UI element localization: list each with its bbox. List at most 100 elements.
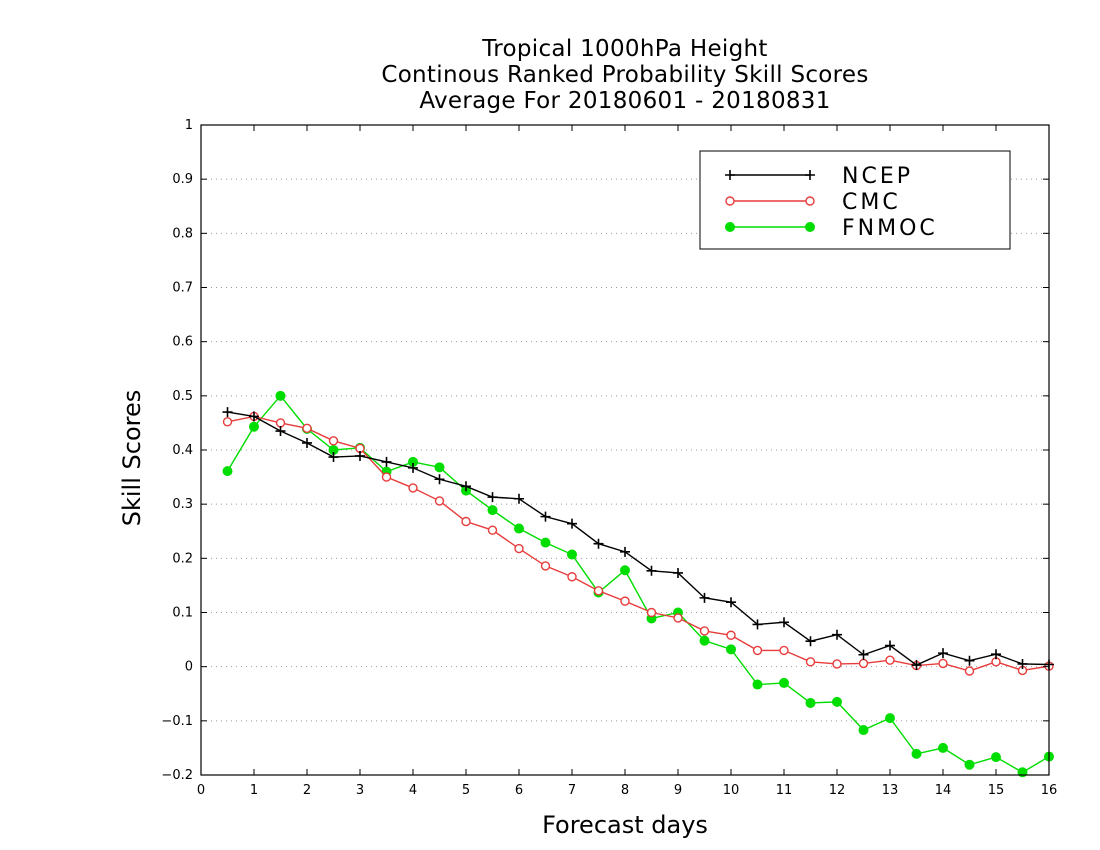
data-point-ncep	[620, 546, 630, 557]
data-point-fnmoc	[991, 752, 1001, 763]
data-point-cmc	[567, 572, 577, 582]
data-point-cmc	[964, 666, 975, 676]
y-tick-label: 0.7	[172, 281, 193, 296]
x-tick-label: 3	[356, 783, 364, 798]
data-point-ncep	[381, 456, 392, 467]
data-point-fnmoc	[858, 725, 869, 736]
legend-marker-cmc	[805, 196, 815, 206]
x-tick-label: 2	[303, 783, 311, 798]
y-tick-label: 0.3	[172, 497, 193, 512]
series-layer	[222, 390, 1054, 778]
data-point-cmc	[646, 607, 657, 618]
data-point-cmc	[487, 525, 498, 535]
x-tick-label: 0	[197, 783, 205, 798]
data-point-cmc	[938, 658, 948, 669]
data-point-ncep	[858, 649, 869, 660]
data-point-fnmoc	[699, 635, 710, 646]
y-tick-label: 0	[185, 660, 193, 675]
y-tick-label: 0.1	[172, 606, 193, 621]
data-point-ncep	[726, 597, 736, 608]
data-point-cmc	[514, 543, 524, 554]
series-fnmoc	[222, 390, 1054, 778]
data-point-ncep	[593, 538, 604, 549]
y-tick-label: 0.4	[172, 443, 193, 458]
data-point-ncep	[222, 407, 233, 418]
x-tick-label: 16	[1041, 783, 1058, 798]
legend-label-fnmoc: FNMOC	[842, 216, 938, 241]
x-tick-label: 10	[723, 783, 740, 798]
y-tick-label: −0.2	[161, 768, 193, 783]
data-point-cmc	[461, 516, 471, 527]
y-tick-label: 0.5	[172, 389, 193, 404]
data-point-cmc	[832, 659, 842, 669]
series-line-fnmoc	[226, 394, 1050, 774]
data-point-cmc	[540, 561, 551, 571]
y-axis-title: Skill Scores	[118, 390, 146, 527]
data-point-fnmoc	[885, 713, 895, 724]
data-point-cmc	[434, 496, 445, 506]
data-point-fnmoc	[222, 466, 233, 477]
data-point-ncep	[487, 492, 498, 503]
data-point-ncep	[302, 437, 312, 448]
x-tick-label: 9	[674, 783, 682, 798]
data-point-ncep	[779, 617, 789, 628]
data-point-cmc	[620, 596, 630, 606]
data-point-ncep	[567, 518, 577, 529]
data-point-fnmoc	[249, 421, 259, 432]
chart-title-line-3: Average For 20180601 - 20180831	[419, 88, 831, 114]
data-point-fnmoc	[567, 549, 577, 560]
data-point-fnmoc	[805, 697, 816, 708]
data-point-fnmoc	[514, 523, 524, 534]
legend-marker-ncep	[725, 170, 735, 180]
data-point-ncep	[911, 660, 922, 671]
chart-title-line-2: Continous Ranked Probability Skill Score…	[381, 62, 869, 88]
data-point-ncep	[752, 619, 763, 630]
data-point-ncep	[699, 592, 710, 603]
x-axis-title: Forecast days	[542, 811, 708, 839]
y-tick-label: 1	[185, 118, 193, 133]
grid-lines	[201, 178, 1049, 722]
y-tick-label: 0.2	[172, 551, 193, 566]
legend-marker-cmc	[725, 196, 735, 206]
legend-box	[699, 150, 1011, 250]
legend-label-cmc: CMC	[842, 190, 901, 215]
data-point-ncep	[514, 493, 524, 504]
legend-label-ncep: NCEP	[842, 164, 913, 189]
data-point-cmc	[408, 483, 418, 493]
x-tick-label: 13	[882, 783, 899, 798]
series-line-cmc	[227, 415, 1050, 672]
data-point-fnmoc	[779, 677, 789, 688]
x-tick-label: 7	[568, 783, 576, 798]
data-point-ncep	[991, 649, 1001, 660]
x-tick-label: 12	[829, 783, 846, 798]
data-point-fnmoc	[911, 748, 922, 759]
y-tick-label: −0.1	[161, 714, 193, 729]
data-point-fnmoc	[275, 390, 286, 401]
data-point-ncep	[964, 655, 975, 666]
series-line-ncep	[227, 411, 1050, 666]
data-point-cmc	[222, 417, 233, 427]
data-point-ncep	[461, 481, 471, 492]
x-tick-label: 4	[409, 783, 417, 798]
data-point-ncep	[885, 640, 895, 651]
data-point-fnmoc	[964, 759, 975, 770]
data-point-ncep	[832, 629, 842, 640]
data-point-cmc	[885, 655, 895, 665]
data-point-cmc	[699, 626, 710, 636]
data-point-ncep	[275, 426, 286, 437]
data-point-fnmoc	[726, 644, 736, 655]
data-point-fnmoc	[752, 679, 763, 690]
data-point-ncep	[249, 411, 259, 422]
x-tick-label: 15	[988, 783, 1005, 798]
x-tick-label: 1	[250, 783, 258, 798]
legend-marker-fnmoc	[725, 222, 735, 232]
data-point-cmc	[275, 418, 286, 428]
legend-marker-ncep	[805, 170, 815, 180]
data-point-ncep	[646, 565, 657, 576]
data-point-cmc	[858, 658, 869, 669]
data-point-ncep	[1017, 658, 1028, 669]
data-point-cmc	[779, 645, 789, 656]
data-point-cmc	[593, 586, 604, 596]
y-tick-label: 0.9	[172, 172, 193, 187]
data-point-cmc	[302, 423, 312, 434]
